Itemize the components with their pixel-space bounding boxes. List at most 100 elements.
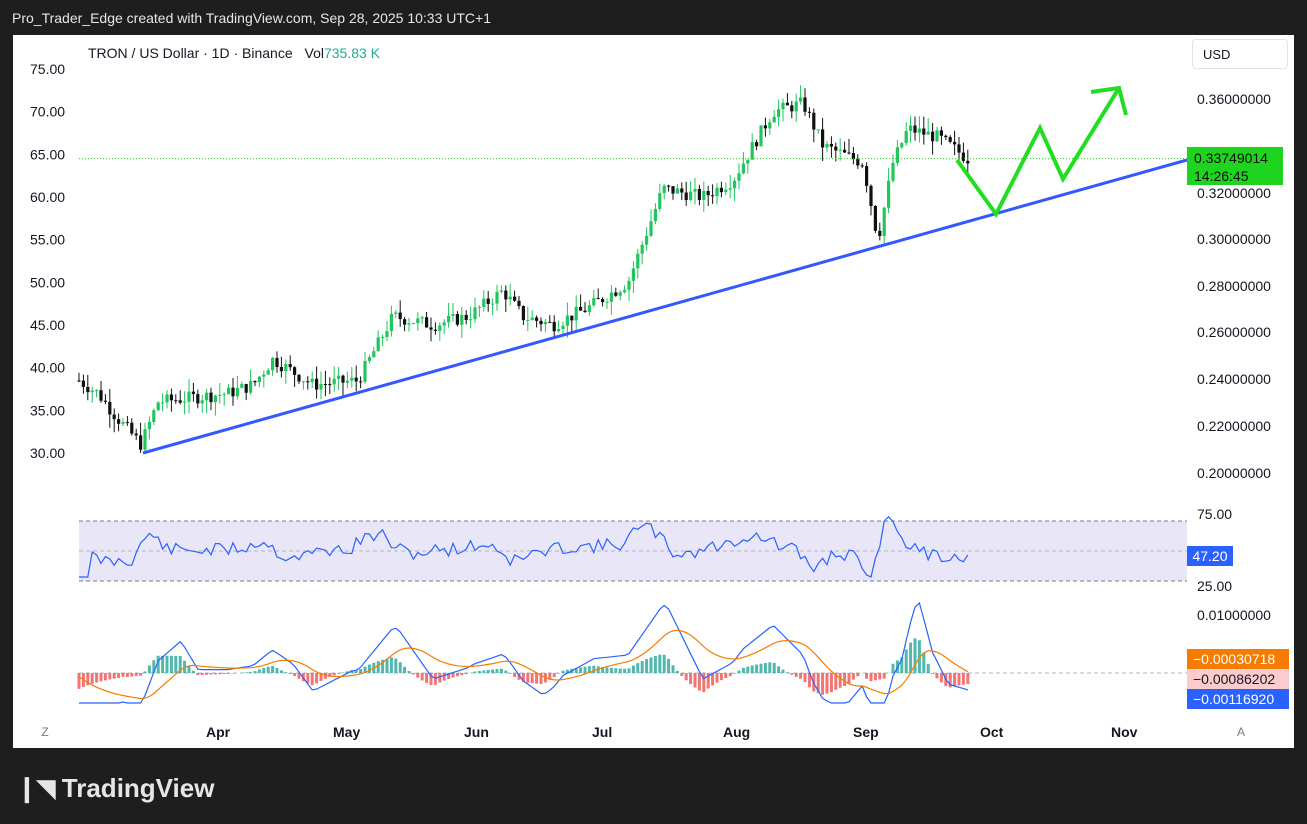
candle-body (152, 410, 156, 422)
rsi-value-tag: 47.20 (1187, 546, 1233, 566)
candle-body (156, 402, 160, 411)
macd-histogram-bar (508, 673, 512, 674)
candle-body (627, 280, 631, 290)
macd-histogram-bar (741, 667, 745, 673)
candle-body (689, 191, 693, 201)
candle-body (125, 422, 129, 424)
candle-body (337, 375, 341, 379)
candle-body (95, 390, 99, 392)
macd-histogram-bar (821, 673, 825, 695)
macd-histogram-bar (684, 673, 688, 681)
macd-histogram-bar (429, 673, 433, 686)
currency-button[interactable]: USD (1192, 39, 1288, 69)
macd-histogram-bar (834, 673, 838, 690)
time-axis-tick: Jul (592, 724, 612, 740)
macd-histogram-bar (772, 662, 776, 673)
macd-histogram-bar (200, 673, 204, 675)
macd-histogram-bar (90, 673, 94, 684)
candle-body (953, 141, 957, 145)
candle-body (315, 378, 319, 390)
candle-body (909, 125, 913, 131)
macd-histogram-bar (785, 672, 789, 673)
macd-histogram-bar (323, 673, 327, 679)
macd-histogram-bar (310, 673, 314, 686)
macd-histogram-bar (420, 673, 424, 681)
candle-body (640, 244, 644, 254)
candle-body (887, 180, 891, 208)
macd-histogram-bar (297, 673, 301, 679)
macd-histogram-bar (878, 673, 882, 680)
candle-body (416, 318, 420, 324)
candle-body (297, 374, 301, 382)
candle-body (143, 429, 147, 450)
candle-body (935, 130, 939, 142)
macd-histogram-bar (680, 673, 684, 676)
macd-histogram-bar (539, 673, 543, 684)
candle-body (460, 314, 464, 325)
candle-body (332, 378, 336, 385)
candle-body (178, 400, 182, 403)
candle-body (957, 144, 961, 153)
candle-body (517, 300, 521, 307)
auto-scale-button[interactable]: A (1236, 725, 1245, 739)
candle-body (249, 381, 253, 393)
macd-histogram-bar (618, 668, 622, 673)
tradingview-logo-icon: ❙◥ (16, 773, 56, 803)
candle-body (680, 188, 684, 193)
candle-body (389, 313, 393, 332)
symbol-title[interactable]: TRON / US Dollar · 1D · Binance (88, 45, 293, 61)
macd-histogram-bar (605, 667, 609, 673)
chart-snapshot-caption: Pro_Trader_Edge created with TradingView… (12, 10, 492, 26)
candle-body (728, 188, 732, 190)
candle-body (231, 387, 235, 397)
macd-histogram-bar (284, 672, 288, 673)
candle-body (548, 321, 552, 323)
candle-body (165, 394, 169, 403)
macd-histogram-bar (935, 673, 939, 679)
volume-value: 735.83 K (323, 45, 381, 61)
macd-histogram-bar (711, 673, 715, 686)
candle-body (108, 401, 112, 415)
candle-body (865, 166, 869, 186)
macd-histogram-bar (473, 671, 477, 673)
macd-histogram-bar (315, 673, 319, 684)
candle-body (301, 381, 305, 383)
chart-canvas[interactable]: 75.00 70.00 65.00 60.00 55.00 50.00 45.00 40.00… (13, 35, 1294, 748)
macd-histogram-bar (438, 673, 442, 683)
candle-body (697, 188, 701, 200)
macd-histogram-bar (266, 666, 270, 673)
candle-body (372, 351, 376, 358)
macd-histogram-bar (865, 673, 869, 679)
candle-body (354, 377, 358, 382)
macd-histogram-bar (561, 670, 565, 673)
chart-panel[interactable]: 75.00 70.00 65.00 60.00 55.00 50.00 45.00 40.00… (13, 35, 1294, 748)
macd-histogram-bar (191, 670, 195, 673)
macd-histogram-bar (623, 668, 627, 673)
candle-body (183, 401, 187, 403)
macd-histogram-bar (530, 673, 534, 684)
macd-histogram-bar (645, 659, 649, 673)
macd-histogram-bar (763, 662, 767, 673)
macd-histogram-bar (161, 655, 165, 673)
candle-body (213, 395, 217, 403)
candle-body (253, 381, 257, 383)
zoom-reset-button[interactable]: Z (41, 725, 49, 739)
macd-histogram-bar (495, 669, 499, 673)
macd-histogram-bar (565, 669, 569, 673)
candle-body (552, 321, 556, 332)
macd-histogram-bar (953, 673, 957, 687)
macd-histogram-bar (249, 672, 253, 673)
macd-histogram-bar (587, 666, 591, 673)
candle-body (385, 331, 389, 337)
candle-body (821, 129, 825, 148)
candle-body (398, 312, 402, 320)
macd-histogram-bar (491, 669, 495, 673)
candle-body (601, 298, 605, 303)
rsi-axis-tick: 75.00 (1197, 506, 1232, 522)
candle-body (134, 433, 138, 436)
macd-histogram-bar (319, 673, 323, 681)
macd-histogram-bar (513, 673, 517, 677)
macd-signal-tag: −0.00030718 (1187, 649, 1289, 669)
macd-histogram-bar (728, 673, 732, 677)
candle-body (271, 357, 275, 371)
